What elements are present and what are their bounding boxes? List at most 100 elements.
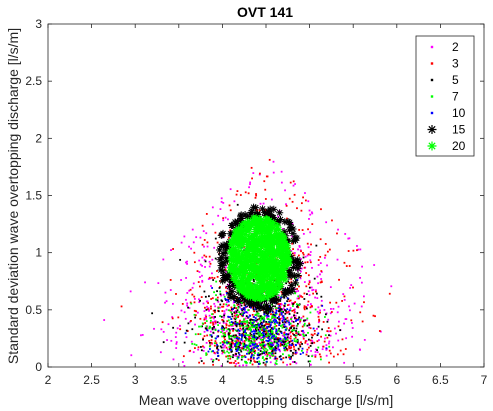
data-point bbox=[185, 261, 187, 264]
data-point bbox=[277, 343, 280, 346]
data-point bbox=[270, 342, 273, 344]
data-point bbox=[251, 326, 254, 329]
data-point bbox=[284, 312, 287, 315]
data-point bbox=[207, 295, 210, 298]
data-point bbox=[247, 338, 250, 341]
data-point bbox=[249, 301, 258, 309]
data-point bbox=[226, 230, 235, 238]
data-point bbox=[277, 340, 280, 343]
data-point bbox=[235, 241, 243, 249]
data-point bbox=[278, 348, 281, 351]
data-point bbox=[281, 317, 283, 320]
x-tick-label: 4 bbox=[219, 373, 226, 387]
x-tick-label: 5 bbox=[306, 373, 313, 387]
data-point bbox=[205, 354, 208, 356]
data-point bbox=[240, 304, 243, 307]
data-point bbox=[292, 351, 294, 354]
data-point bbox=[212, 322, 214, 324]
data-point bbox=[265, 241, 273, 249]
data-point bbox=[270, 281, 278, 290]
data-point bbox=[278, 340, 281, 342]
data-point bbox=[232, 329, 234, 332]
data-point bbox=[343, 261, 346, 264]
data-point bbox=[351, 327, 354, 329]
data-point bbox=[249, 340, 252, 343]
data-point bbox=[233, 234, 241, 243]
data-point bbox=[285, 321, 288, 324]
data-point bbox=[250, 236, 258, 244]
data-point bbox=[261, 321, 264, 324]
data-point bbox=[247, 345, 250, 347]
data-point bbox=[286, 338, 289, 341]
data-point bbox=[278, 321, 281, 324]
data-point bbox=[295, 327, 298, 330]
data-point bbox=[231, 255, 239, 263]
data-point bbox=[129, 290, 132, 293]
data-point bbox=[297, 331, 300, 333]
data-point bbox=[257, 234, 266, 242]
data-point bbox=[288, 343, 291, 346]
data-point bbox=[284, 340, 287, 343]
data-point bbox=[267, 249, 275, 258]
data-point bbox=[242, 324, 245, 327]
data-point bbox=[270, 343, 272, 346]
data-point bbox=[230, 342, 233, 345]
data-point bbox=[217, 300, 220, 303]
data-point bbox=[262, 320, 265, 323]
data-point bbox=[193, 261, 196, 264]
data-point bbox=[225, 290, 228, 293]
data-point bbox=[234, 257, 242, 266]
data-point bbox=[264, 363, 267, 366]
data-point bbox=[260, 336, 263, 339]
data-point bbox=[205, 255, 208, 258]
data-point bbox=[229, 316, 231, 318]
data-point bbox=[289, 337, 292, 340]
data-point bbox=[164, 301, 166, 304]
data-point bbox=[253, 217, 261, 225]
data-point bbox=[226, 263, 235, 271]
data-point bbox=[209, 317, 212, 319]
data-point bbox=[249, 337, 251, 340]
data-point bbox=[236, 335, 238, 338]
data-point bbox=[256, 361, 259, 363]
data-point bbox=[259, 309, 261, 312]
data-point bbox=[214, 316, 216, 318]
data-point bbox=[201, 256, 204, 259]
data-point bbox=[351, 322, 353, 324]
data-point bbox=[350, 284, 353, 286]
data-point bbox=[234, 320, 237, 323]
data-point bbox=[271, 344, 274, 347]
data-point bbox=[225, 355, 228, 358]
data-point bbox=[281, 281, 284, 284]
data-point bbox=[225, 326, 228, 329]
data-point bbox=[153, 327, 155, 330]
data-point bbox=[201, 322, 204, 325]
data-point bbox=[326, 250, 329, 253]
data-point bbox=[231, 325, 234, 327]
data-point bbox=[234, 343, 237, 345]
data-point bbox=[329, 301, 332, 304]
data-point bbox=[249, 314, 252, 317]
data-point bbox=[288, 356, 291, 359]
data-point bbox=[266, 330, 269, 333]
data-point bbox=[311, 289, 314, 292]
data-point bbox=[233, 322, 236, 325]
data-point bbox=[235, 346, 238, 349]
data-point bbox=[284, 339, 287, 341]
data-point bbox=[241, 323, 244, 326]
data-point bbox=[284, 302, 286, 305]
data-point bbox=[378, 330, 381, 332]
data-point bbox=[204, 260, 207, 263]
data-point bbox=[278, 247, 286, 255]
data-point bbox=[266, 323, 269, 325]
data-point bbox=[194, 314, 197, 317]
data-point bbox=[309, 231, 312, 234]
data-point bbox=[332, 355, 335, 358]
data-point bbox=[193, 298, 196, 300]
data-point bbox=[241, 297, 249, 305]
data-point bbox=[348, 265, 351, 267]
data-point bbox=[217, 329, 220, 332]
data-point bbox=[245, 305, 247, 308]
data-point bbox=[361, 265, 363, 268]
data-point bbox=[246, 352, 248, 355]
